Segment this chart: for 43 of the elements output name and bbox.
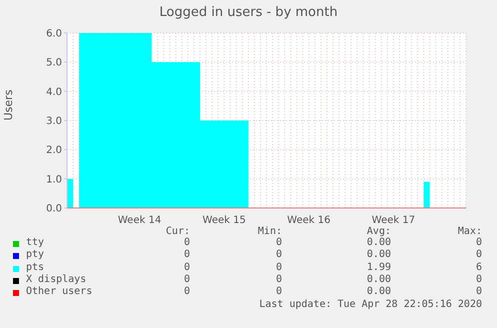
text: 0 <box>276 237 282 248</box>
text: 0.00 <box>366 274 391 285</box>
text: 0 <box>184 249 190 260</box>
chart-title: Logged in users - by month <box>158 5 339 20</box>
legend-label: pty <box>26 249 44 260</box>
text: 0.00 <box>366 286 391 298</box>
text: 0 <box>276 249 282 260</box>
y-tick-label: 5.0 <box>46 58 62 69</box>
x-tick-label: Week 17 <box>372 215 416 226</box>
text: 0 <box>476 274 482 285</box>
y-tick-label: 0.0 <box>46 204 62 215</box>
text: 0.00 <box>366 237 391 248</box>
text: 0 <box>184 286 190 298</box>
y-tick-label: 6.0 <box>46 28 62 40</box>
text: Max: <box>458 226 482 237</box>
text: 0 <box>476 286 482 298</box>
text: 0 <box>184 262 190 273</box>
legend-label: Other users <box>26 286 92 298</box>
text: 0.00 <box>366 249 391 260</box>
text: 0 <box>184 274 190 285</box>
y-tick-label: 1.0 <box>46 174 62 186</box>
legend-label: tty <box>26 237 44 248</box>
text: 6 <box>476 262 482 273</box>
text: 0 <box>276 262 282 273</box>
text: Last update: Tue Apr 28 22:05:16 2020 <box>259 299 482 310</box>
text: 0 <box>476 237 482 248</box>
y-tick-label: 3.0 <box>46 116 62 128</box>
text: Cur: <box>166 226 190 237</box>
x-tick-label: Week 15 <box>202 215 246 226</box>
text: 0 <box>276 274 282 285</box>
legend-label: pts <box>26 262 44 273</box>
y-tick-label: 4.0 <box>46 86 62 98</box>
y-tick-label: 2.0 <box>46 145 62 156</box>
x-tick-label: Week 14 <box>118 215 162 226</box>
text: 0 <box>476 249 482 260</box>
text: 1.99 <box>366 262 391 273</box>
text: 0 <box>276 286 282 298</box>
text: Min: <box>258 226 282 237</box>
legend-label: X displays <box>26 274 86 285</box>
x-tick-label: Week 16 <box>287 215 330 226</box>
y-axis-title: Users <box>2 89 15 120</box>
text: 0 <box>184 237 190 248</box>
text: Avg: <box>366 226 391 237</box>
